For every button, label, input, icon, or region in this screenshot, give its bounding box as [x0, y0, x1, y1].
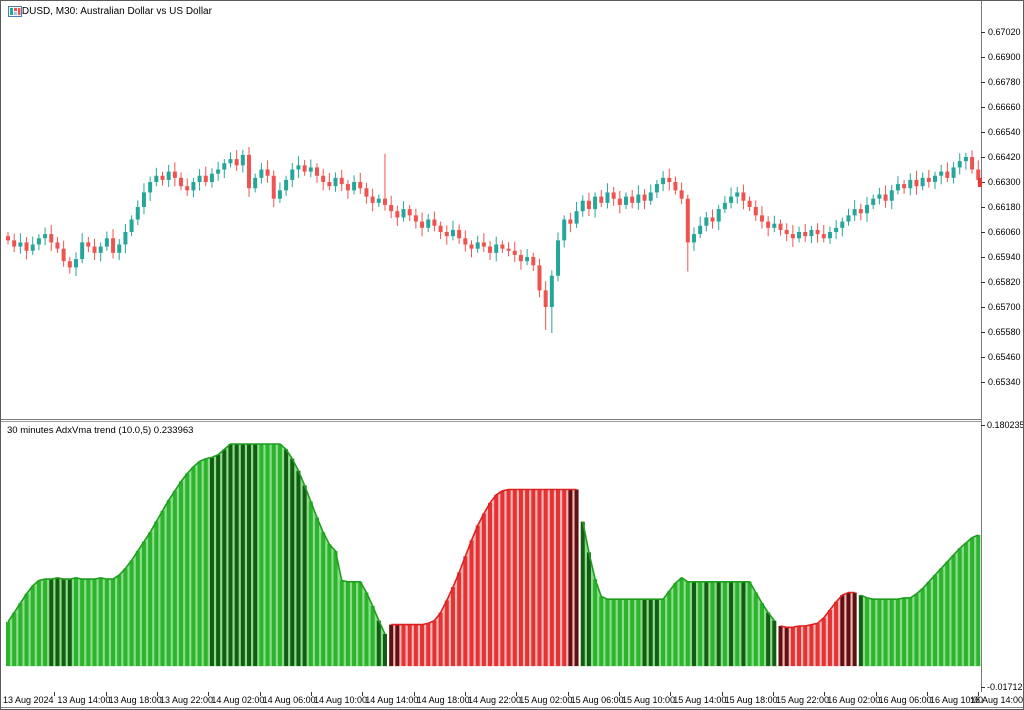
time-tick — [772, 692, 774, 696]
time-tick — [413, 692, 415, 696]
time-label: 16 Aug 06:00 — [878, 695, 932, 705]
indicator-scale-tick — [981, 425, 985, 426]
time-tick — [567, 692, 569, 696]
time-tick — [105, 692, 107, 696]
symbol-title: AUDUSD, M30: Australian Dollar vs US Dol… — [8, 6, 212, 17]
price-label: 0.65460 — [988, 352, 1021, 362]
time-tick — [362, 692, 364, 696]
time-label: 16 Aug 02:00 — [827, 695, 881, 705]
time-label: 13 Aug 22:00 — [159, 695, 214, 705]
candlestick-chart[interactable] — [2, 21, 981, 418]
price-label: 0.65820 — [988, 277, 1021, 287]
time-label: 16 Aug 14:00 — [969, 695, 1023, 705]
current-price-marker — [978, 178, 982, 187]
indicator-title: 30 minutes AdxVma trend (10.0,5) 0.23396… — [7, 425, 194, 436]
indicator-scale-label: 0.180235 — [987, 420, 1024, 430]
bottom-border-line — [1, 707, 1023, 708]
price-tick — [981, 82, 985, 83]
price-tick — [981, 307, 985, 308]
price-label: 0.65700 — [988, 302, 1021, 312]
time-tick — [310, 692, 312, 696]
price-label: 0.66660 — [988, 102, 1021, 112]
price-tick — [981, 207, 985, 208]
price-tick — [981, 232, 985, 233]
price-label: 0.66780 — [988, 77, 1021, 87]
indicator-scale-label: -0.017126 — [987, 682, 1024, 692]
time-label: 14 Aug 18:00 — [416, 695, 470, 705]
time-tick — [618, 692, 620, 696]
price-tick — [981, 57, 985, 58]
time-tick — [156, 692, 158, 696]
price-tick — [981, 357, 985, 358]
time-label: 14 Aug 14:00 — [365, 695, 419, 705]
time-axis[interactable]: 13 Aug 2024 13 Aug 14:00 13 Aug 18:00 13 Au… — [1, 692, 1023, 707]
price-tick — [981, 157, 985, 158]
time-tick — [875, 692, 877, 696]
time-label: 14 Aug 22:00 — [467, 695, 522, 705]
time-label: 15 Aug 22:00 — [775, 695, 829, 705]
price-label: 0.65580 — [988, 327, 1021, 337]
price-axis[interactable] — [982, 1, 1023, 707]
chart-icon — [8, 6, 22, 17]
time-tick — [721, 692, 723, 696]
price-tick — [981, 32, 985, 33]
time-label: 13 Aug 14:00 — [57, 695, 111, 705]
time-tick — [516, 692, 518, 696]
time-label: 13 Aug 18:00 — [108, 695, 162, 705]
axis-separator-line — [981, 1, 982, 707]
price-label: 0.66420 — [988, 152, 1021, 162]
price-label: 0.65340 — [988, 377, 1021, 387]
price-label: 0.65940 — [988, 252, 1021, 262]
time-label: 16 Aug 10:00 — [929, 695, 983, 705]
time-tick — [824, 692, 826, 696]
price-tick — [981, 332, 985, 333]
price-label: 0.66300 — [988, 177, 1021, 187]
time-tick — [464, 692, 466, 696]
price-tick — [981, 257, 985, 258]
time-label: 15 Aug 06:00 — [570, 695, 624, 705]
price-label: 0.66180 — [988, 202, 1021, 212]
time-label: 14 Aug 10:00 — [313, 695, 368, 705]
time-label: 14 Aug 06:00 — [262, 695, 316, 705]
time-label: 15 Aug 02:00 — [519, 695, 573, 705]
time-label: 15 Aug 14:00 — [673, 695, 727, 705]
indicator-scale-tick — [981, 687, 985, 688]
main-chart-panel[interactable] — [1, 1, 982, 420]
adxvma-indicator-chart[interactable] — [2, 422, 981, 690]
price-tick — [981, 282, 985, 283]
price-tick — [981, 132, 985, 133]
price-label: 0.66900 — [988, 52, 1021, 62]
time-label: 15 Aug 18:00 — [724, 695, 778, 705]
time-tick — [259, 692, 261, 696]
price-label: 0.67020 — [988, 27, 1021, 37]
time-tick — [54, 692, 56, 696]
time-label: 14 Aug 02:00 — [211, 695, 265, 705]
price-label: 0.66540 — [988, 127, 1021, 137]
price-tick — [981, 107, 985, 108]
price-tick — [981, 182, 985, 183]
time-tick — [978, 692, 980, 696]
time-label: 13 Aug 2024 — [3, 695, 54, 705]
time-tick — [670, 692, 672, 696]
price-label: 0.66060 — [988, 227, 1021, 237]
time-tick — [926, 692, 928, 696]
time-label: 15 Aug 10:00 — [621, 695, 676, 705]
chart-title-row: AUDUSD, M30: Australian Dollar vs US Dol… — [8, 6, 212, 17]
time-tick — [208, 692, 210, 696]
price-tick — [981, 382, 985, 383]
